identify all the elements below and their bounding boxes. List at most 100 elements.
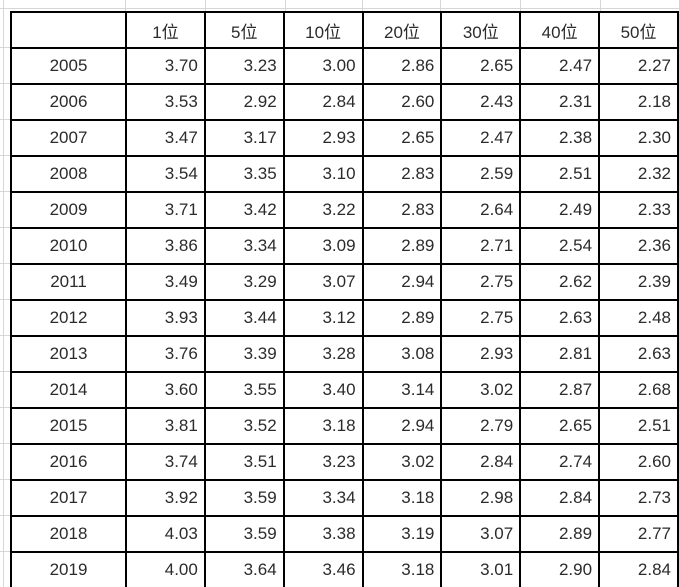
value-cell[interactable]: 2.18 bbox=[598, 83, 679, 121]
value-cell[interactable]: 3.00 bbox=[282, 47, 364, 85]
header-cell[interactable]: 40位 bbox=[519, 11, 601, 49]
value-cell[interactable]: 2.47 bbox=[519, 47, 601, 85]
value-cell[interactable]: 2.83 bbox=[361, 191, 443, 229]
value-cell[interactable]: 2.63 bbox=[598, 335, 679, 373]
value-cell[interactable]: 2.62 bbox=[519, 263, 601, 301]
value-cell[interactable]: 3.22 bbox=[282, 191, 364, 229]
header-cell[interactable]: 1位 bbox=[125, 11, 206, 49]
year-cell[interactable]: 2006 bbox=[10, 83, 127, 121]
header-cell[interactable]: 5位 bbox=[203, 11, 285, 49]
value-cell[interactable]: 2.51 bbox=[598, 407, 679, 445]
year-cell[interactable]: 2015 bbox=[10, 407, 127, 445]
value-cell[interactable]: 2.43 bbox=[440, 83, 522, 121]
value-cell[interactable]: 3.17 bbox=[203, 119, 285, 157]
value-cell[interactable]: 2.89 bbox=[361, 227, 443, 265]
year-cell[interactable]: 2018 bbox=[10, 515, 127, 553]
value-cell[interactable]: 3.18 bbox=[361, 479, 443, 517]
value-cell[interactable]: 3.53 bbox=[125, 83, 206, 121]
corner-cell[interactable] bbox=[10, 11, 127, 49]
value-cell[interactable]: 2.73 bbox=[598, 479, 679, 517]
year-cell[interactable]: 2012 bbox=[10, 299, 127, 337]
header-cell[interactable]: 50位 bbox=[598, 11, 679, 49]
value-cell[interactable]: 2.84 bbox=[282, 83, 364, 121]
value-cell[interactable]: 3.12 bbox=[282, 299, 364, 337]
value-cell[interactable]: 2.74 bbox=[519, 443, 601, 481]
value-cell[interactable]: 3.74 bbox=[125, 443, 206, 481]
value-cell[interactable]: 2.49 bbox=[519, 191, 601, 229]
value-cell[interactable]: 3.02 bbox=[361, 443, 443, 481]
value-cell[interactable]: 2.65 bbox=[519, 407, 601, 445]
value-cell[interactable]: 2.81 bbox=[519, 335, 601, 373]
value-cell[interactable]: 2.33 bbox=[598, 191, 679, 229]
value-cell[interactable]: 3.86 bbox=[125, 227, 206, 265]
value-cell[interactable]: 2.89 bbox=[519, 515, 601, 553]
value-cell[interactable]: 2.32 bbox=[598, 155, 679, 193]
value-cell[interactable]: 2.68 bbox=[598, 371, 679, 409]
value-cell[interactable]: 2.71 bbox=[440, 227, 522, 265]
value-cell[interactable]: 3.42 bbox=[203, 191, 285, 229]
value-cell[interactable]: 3.59 bbox=[203, 515, 285, 553]
value-cell[interactable]: 3.35 bbox=[203, 155, 285, 193]
year-cell[interactable]: 2010 bbox=[10, 227, 127, 265]
value-cell[interactable]: 3.19 bbox=[361, 515, 443, 553]
value-cell[interactable]: 2.64 bbox=[440, 191, 522, 229]
value-cell[interactable]: 3.59 bbox=[203, 479, 285, 517]
year-cell[interactable]: 2005 bbox=[10, 47, 127, 85]
value-cell[interactable]: 3.18 bbox=[361, 551, 443, 587]
value-cell[interactable]: 4.00 bbox=[125, 551, 206, 587]
value-cell[interactable]: 3.44 bbox=[203, 299, 285, 337]
value-cell[interactable]: 2.60 bbox=[361, 83, 443, 121]
value-cell[interactable]: 2.93 bbox=[440, 335, 522, 373]
value-cell[interactable]: 2.94 bbox=[361, 407, 443, 445]
year-cell[interactable]: 2007 bbox=[10, 119, 127, 157]
value-cell[interactable]: 3.02 bbox=[440, 371, 522, 409]
value-cell[interactable]: 3.14 bbox=[361, 371, 443, 409]
value-cell[interactable]: 2.65 bbox=[440, 47, 522, 85]
value-cell[interactable]: 4.03 bbox=[125, 515, 206, 553]
value-cell[interactable]: 3.47 bbox=[125, 119, 206, 157]
value-cell[interactable]: 3.46 bbox=[282, 551, 364, 587]
value-cell[interactable]: 3.51 bbox=[203, 443, 285, 481]
value-cell[interactable]: 2.31 bbox=[519, 83, 601, 121]
year-cell[interactable]: 2009 bbox=[10, 191, 127, 229]
value-cell[interactable]: 3.54 bbox=[125, 155, 206, 193]
value-cell[interactable]: 3.39 bbox=[203, 335, 285, 373]
value-cell[interactable]: 3.60 bbox=[125, 371, 206, 409]
value-cell[interactable]: 3.29 bbox=[203, 263, 285, 301]
value-cell[interactable]: 2.79 bbox=[440, 407, 522, 445]
value-cell[interactable]: 2.39 bbox=[598, 263, 679, 301]
value-cell[interactable]: 2.48 bbox=[598, 299, 679, 337]
value-cell[interactable]: 3.81 bbox=[125, 407, 206, 445]
value-cell[interactable]: 3.10 bbox=[282, 155, 364, 193]
value-cell[interactable]: 2.98 bbox=[440, 479, 522, 517]
value-cell[interactable]: 3.71 bbox=[125, 191, 206, 229]
value-cell[interactable]: 2.84 bbox=[519, 479, 601, 517]
year-cell[interactable]: 2008 bbox=[10, 155, 127, 193]
year-cell[interactable]: 2013 bbox=[10, 335, 127, 373]
header-cell[interactable]: 20位 bbox=[361, 11, 443, 49]
value-cell[interactable]: 3.64 bbox=[203, 551, 285, 587]
value-cell[interactable]: 3.70 bbox=[125, 47, 206, 85]
value-cell[interactable]: 2.92 bbox=[203, 83, 285, 121]
value-cell[interactable]: 2.77 bbox=[598, 515, 679, 553]
value-cell[interactable]: 3.34 bbox=[282, 479, 364, 517]
value-cell[interactable]: 3.38 bbox=[282, 515, 364, 553]
year-cell[interactable]: 2014 bbox=[10, 371, 127, 409]
value-cell[interactable]: 2.63 bbox=[519, 299, 601, 337]
value-cell[interactable]: 3.23 bbox=[282, 443, 364, 481]
value-cell[interactable]: 3.18 bbox=[282, 407, 364, 445]
value-cell[interactable]: 3.49 bbox=[125, 263, 206, 301]
year-cell[interactable]: 2011 bbox=[10, 263, 127, 301]
value-cell[interactable]: 2.83 bbox=[361, 155, 443, 193]
value-cell[interactable]: 2.93 bbox=[282, 119, 364, 157]
value-cell[interactable]: 3.34 bbox=[203, 227, 285, 265]
value-cell[interactable]: 2.86 bbox=[361, 47, 443, 85]
value-cell[interactable]: 2.87 bbox=[519, 371, 601, 409]
header-cell[interactable]: 30位 bbox=[440, 11, 522, 49]
value-cell[interactable]: 2.51 bbox=[519, 155, 601, 193]
value-cell[interactable]: 3.23 bbox=[203, 47, 285, 85]
value-cell[interactable]: 3.07 bbox=[282, 263, 364, 301]
value-cell[interactable]: 2.38 bbox=[519, 119, 601, 157]
value-cell[interactable]: 3.28 bbox=[282, 335, 364, 373]
value-cell[interactable]: 2.27 bbox=[598, 47, 679, 85]
